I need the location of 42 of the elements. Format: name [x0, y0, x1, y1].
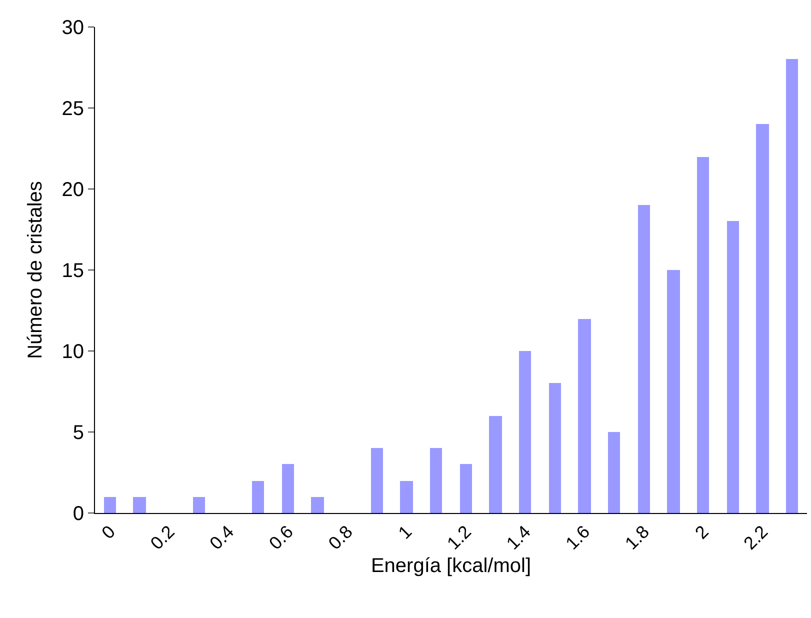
- y-tick-label: 20: [62, 179, 84, 201]
- bar: [549, 383, 561, 513]
- y-tick-label: 0: [72, 503, 84, 525]
- bar: [460, 464, 472, 513]
- bar: [638, 205, 650, 513]
- bar: [311, 497, 324, 513]
- x-tick-label: 1.8: [621, 522, 654, 554]
- bar: [578, 319, 591, 513]
- y-tick-label: 10: [62, 341, 84, 363]
- y-tick-label: 5: [72, 422, 84, 444]
- x-tick-label: 0: [98, 522, 120, 543]
- x-tick-label: 1.6: [562, 522, 594, 554]
- bar: [727, 221, 739, 513]
- y-tick-label: 25: [62, 98, 84, 120]
- y-axis-title: Número de cristales: [24, 181, 46, 359]
- y-tick-label: 15: [62, 260, 84, 282]
- bar: [786, 59, 798, 513]
- bar: [608, 432, 620, 513]
- bar: [697, 157, 709, 513]
- y-tick-label: 30: [62, 17, 84, 39]
- bar: [252, 481, 264, 513]
- bar: [519, 351, 531, 513]
- bar: [371, 448, 383, 513]
- bar: [489, 416, 502, 513]
- x-tick-label: 1.4: [502, 522, 534, 554]
- x-tick-label: 2.2: [740, 522, 772, 554]
- x-tick-label: 0.4: [206, 522, 238, 554]
- bar: [430, 448, 442, 513]
- x-tick-label: 1.2: [443, 522, 476, 554]
- x-tick-label: 2: [691, 522, 712, 543]
- x-axis-title: Energía [kcal/mol]: [370, 554, 532, 577]
- bar: [756, 124, 769, 513]
- bar: [400, 481, 413, 513]
- bar: [282, 464, 294, 513]
- bar: [133, 497, 146, 513]
- x-tick-label: 0.8: [324, 522, 356, 554]
- x-tick-label: 0.2: [146, 522, 178, 554]
- bar: [193, 497, 205, 513]
- bar: [104, 497, 116, 513]
- x-tick-label: 1: [394, 522, 416, 543]
- bar: [667, 270, 680, 513]
- x-tick-label: 0.6: [265, 522, 298, 554]
